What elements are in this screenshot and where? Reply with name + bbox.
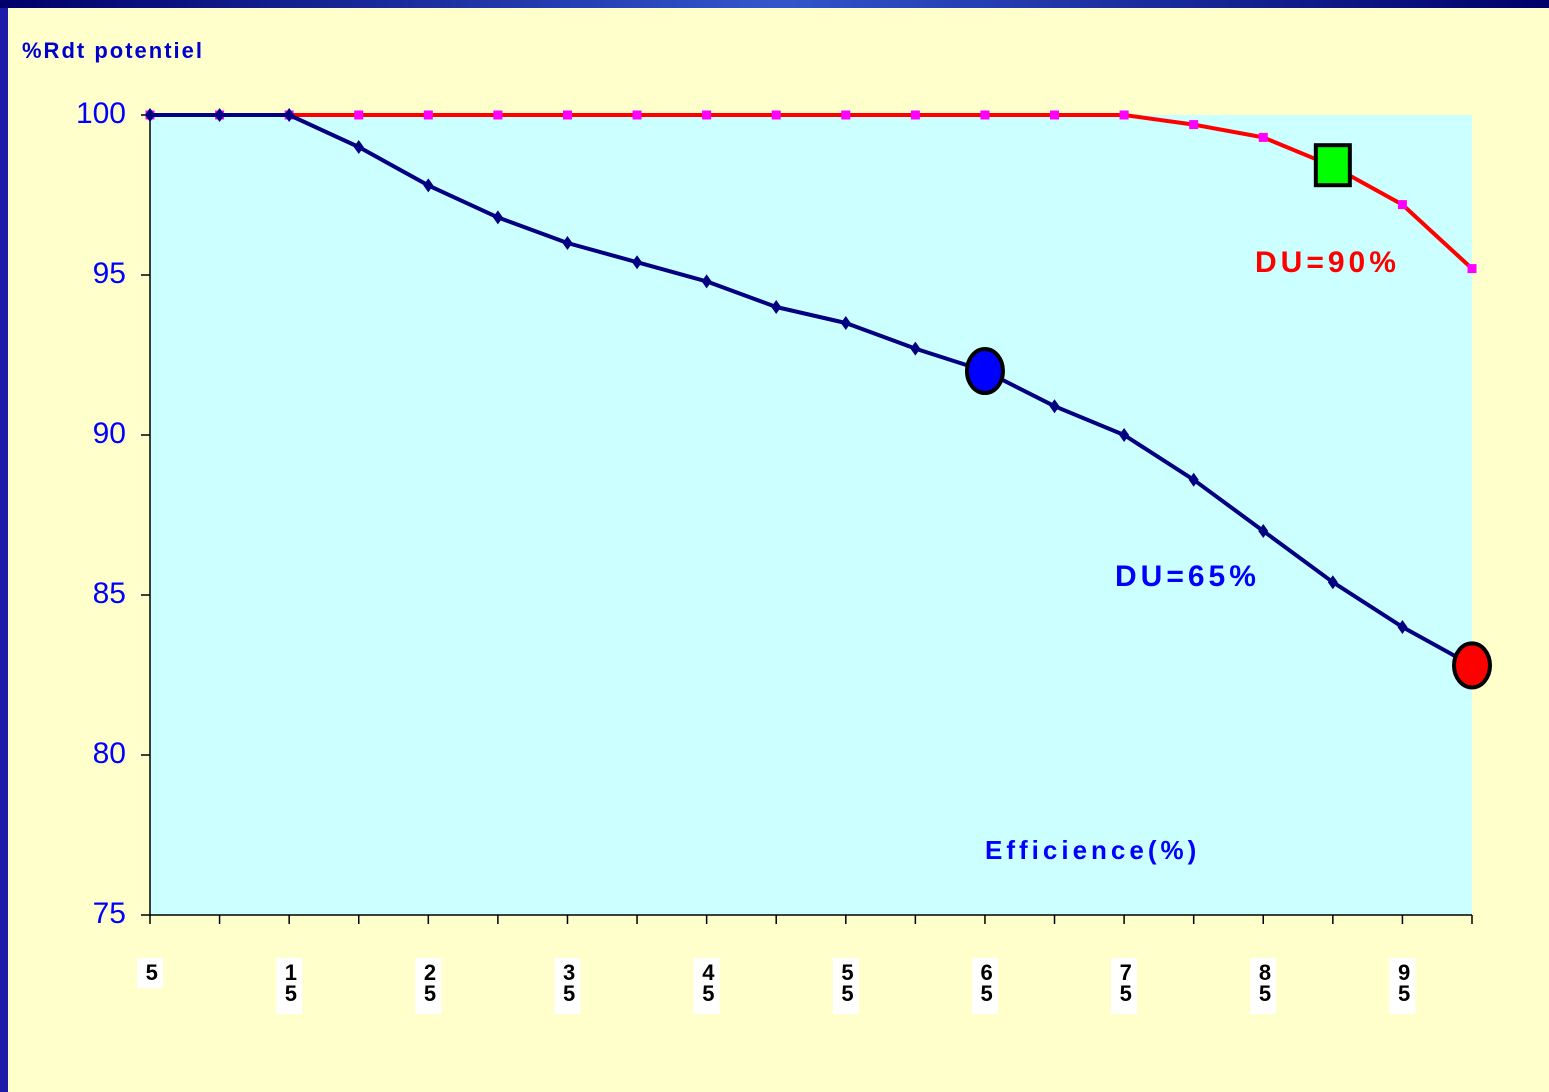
point: [1327, 575, 1338, 590]
point: [1397, 620, 1408, 634]
point: [562, 110, 572, 120]
x-tick-label: 15: [278, 960, 303, 1002]
y-tick-label: 100: [76, 97, 126, 130]
x-tick-label-box: [554, 958, 581, 1014]
point: [354, 110, 364, 120]
point: [492, 210, 503, 225]
x-tick-label: 65: [974, 960, 999, 1002]
point: [1119, 428, 1130, 442]
point: [840, 316, 851, 330]
x-tick-label-box: [693, 958, 720, 1014]
point: [771, 110, 781, 120]
point: [841, 110, 851, 120]
point: [284, 108, 295, 122]
point: [1119, 110, 1129, 120]
x-tick-label: 45: [696, 960, 721, 1002]
x-tick-label-box: [1111, 958, 1138, 1014]
x-tick-label: 95: [1392, 960, 1417, 1002]
x-tick-label: 5: [139, 960, 164, 981]
point: [214, 108, 225, 122]
point: [910, 341, 921, 356]
series-line: [150, 113, 1473, 668]
plot-area: [150, 115, 1472, 915]
y-tick-label: 85: [93, 577, 126, 610]
point: [1397, 200, 1407, 210]
highlight-circle: [964, 347, 1005, 395]
y-tick-label: 80: [93, 737, 126, 770]
x-tick-label-box: [832, 958, 859, 1014]
point: [423, 110, 433, 120]
point: [910, 110, 920, 120]
x-tick-label-box: [1250, 958, 1277, 1014]
top-bar: [0, 0, 1549, 8]
x-tick-label-box: [1389, 958, 1416, 1014]
point: [632, 255, 643, 270]
highlight-square: [1313, 143, 1352, 188]
x-tick-label: 85: [1252, 960, 1277, 1002]
x-tick-label: 75: [1113, 960, 1138, 1002]
point: [702, 110, 712, 120]
y-tick-label: 90: [93, 417, 126, 450]
point: [562, 236, 573, 250]
y-tick-label: 95: [93, 257, 126, 290]
x-tick-label-box: [415, 958, 442, 1014]
point: [1049, 399, 1060, 414]
y-tick-label: 75: [93, 897, 126, 930]
point: [701, 274, 712, 289]
point: [1188, 472, 1199, 487]
point: [145, 108, 155, 122]
point: [771, 300, 782, 314]
series-line: [150, 113, 1474, 271]
series-label: DU=65%: [1115, 560, 1260, 593]
point: [1258, 524, 1269, 538]
point: [493, 110, 503, 120]
x-tick-label: 25: [418, 960, 443, 1002]
point: [1467, 264, 1477, 274]
point: [1189, 120, 1199, 130]
x-axis-label: Efficience(%): [985, 835, 1200, 865]
series-label: DU=90%: [1255, 246, 1400, 279]
point: [980, 110, 990, 120]
y-axis-label: %Rdt potentiel: [22, 38, 204, 63]
point: [353, 140, 364, 154]
point: [1050, 110, 1060, 120]
x-tick-label-box: [137, 958, 163, 988]
point: [1258, 132, 1268, 142]
point: [632, 110, 642, 120]
x-tick-label: 35: [557, 960, 582, 1002]
highlight-circle: [1452, 641, 1492, 690]
point: [423, 178, 434, 193]
x-tick-label: 55: [835, 960, 860, 1002]
x-tick-label-box: [971, 958, 998, 1014]
x-tick-label-box: [276, 958, 303, 1014]
